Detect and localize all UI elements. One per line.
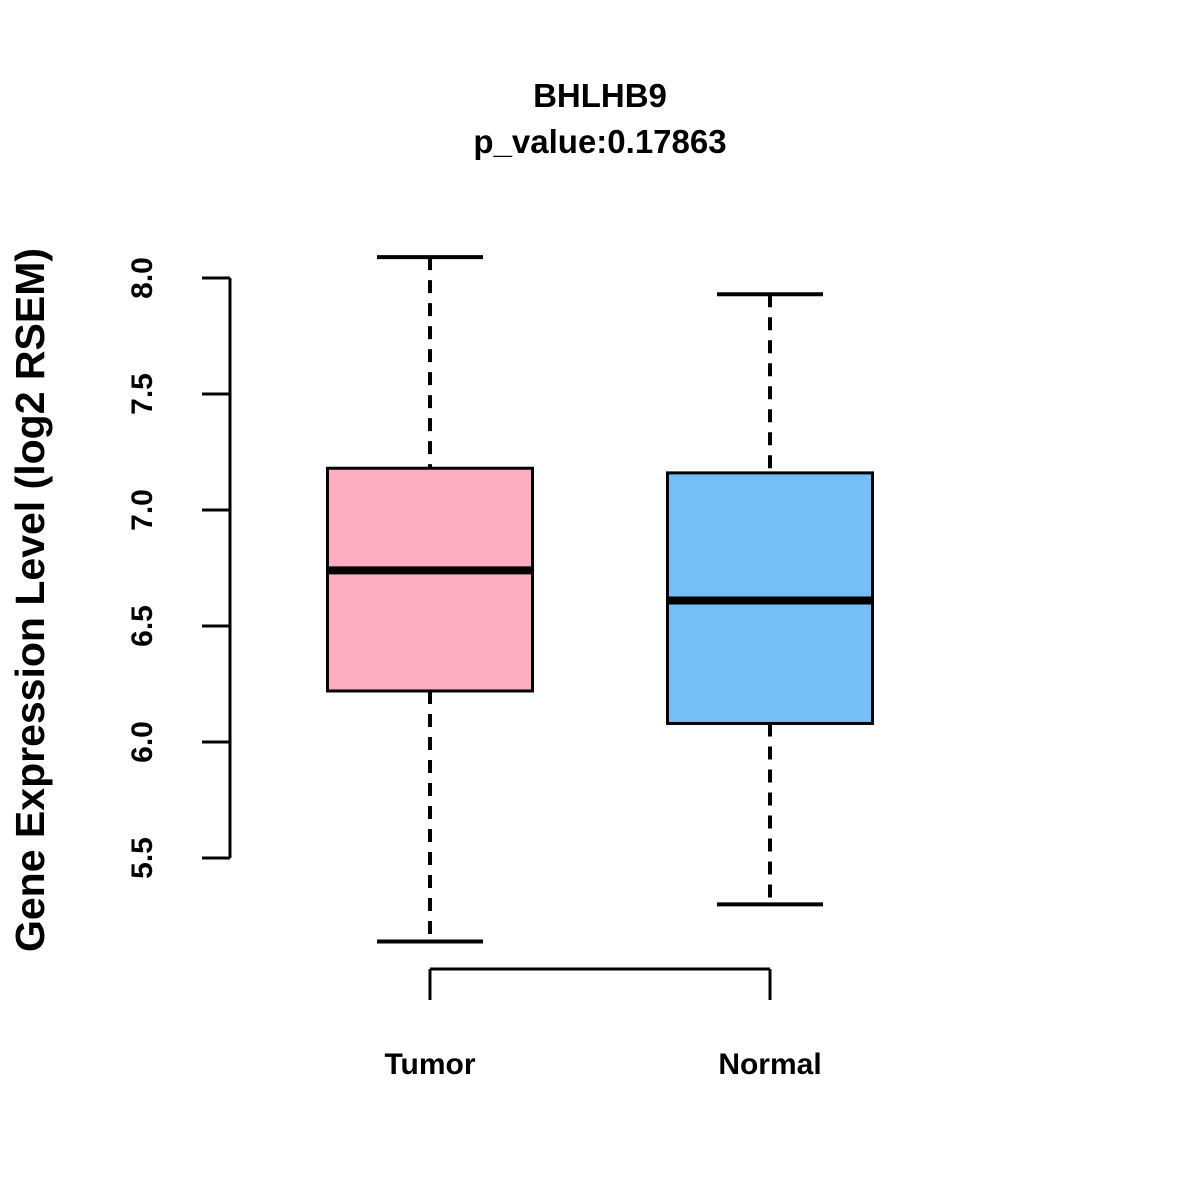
y-axis-tick-label: 8.0 [126,257,159,299]
y-axis-tick-label: 5.5 [126,837,159,879]
y-axis-tick-label: 7.0 [126,489,159,531]
x-axis-bracket [428,967,772,1000]
y-axis-tick-label: 6.5 [126,605,159,647]
boxplot-normal [666,292,874,907]
y-axis-title: Gene Expression Level (log2 RSEM) [7,248,53,952]
y-axis-tick-label: 6.0 [126,721,159,763]
chart-title: BHLHB9 [533,77,667,114]
group-label-tumor: Tumor [384,1048,475,1081]
iqr-box [326,466,534,693]
y-axis: 5.5 6.0 6.5 7.0 7.5 8.0 [126,257,232,879]
boxplot-tumor [326,255,534,944]
chart-subtitle: p_value:0.17863 [473,123,726,160]
y-axis-tick-label: 7.5 [126,373,159,415]
group-label-normal: Normal [718,1048,821,1081]
boxes [326,255,874,944]
